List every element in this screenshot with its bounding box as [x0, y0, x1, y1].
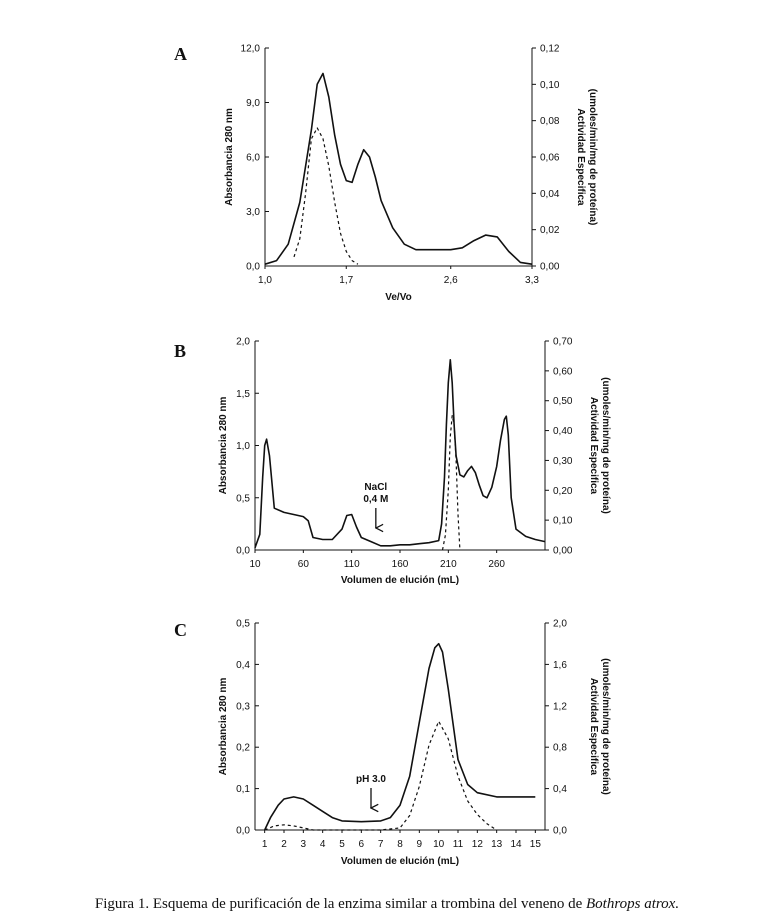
y2-tick-label: 0,06 [540, 153, 560, 164]
y2-axis-title-line: (umoles/min/mg de proteína) [600, 658, 611, 795]
y2-tick-label: 0,20 [553, 486, 573, 497]
y2-tick-label: 0,50 [553, 396, 573, 407]
y2-tick-label: 0,00 [540, 262, 560, 273]
x-tick-label: 3,3 [525, 275, 539, 286]
panel-letter-c: C [174, 620, 187, 640]
x-tick-label: 1,0 [258, 275, 272, 286]
y-tick-label: 6,0 [246, 153, 260, 164]
y-tick-label: 0,0 [236, 546, 250, 557]
x-tick-label: 11 [453, 839, 464, 850]
y-tick-label: 0,3 [236, 701, 250, 712]
absorbance-series-line [263, 642, 536, 831]
chart-panel-c: C0,00,10,20,30,40,50,00,40,81,21,62,01 2 3… [174, 619, 611, 868]
y2-tick-label: 0,02 [540, 225, 560, 236]
y-tick-label: 3,0 [246, 207, 260, 218]
y2-axis-title-line: Actividad Especifica [588, 678, 599, 776]
y2-tick-label: 0,70 [553, 337, 573, 348]
y-tick-label: 12,0 [241, 44, 261, 55]
x-tick-label: 14 [510, 839, 522, 850]
x-tick-label: 12 [472, 839, 484, 850]
absorbance-series-line [264, 72, 533, 265]
annotation-label: pH 3.0 [356, 774, 386, 785]
annotation-label: 0,4 M [363, 494, 388, 505]
chart-panel-b: B 0,0 0,5 1,0 1,5 2,0 0,00 0,10 0,20 0,30 0,40 0,50… [174, 337, 611, 587]
x-axis-title: Ve/Vo [385, 292, 412, 303]
y-tick-label: 0,1 [236, 784, 250, 795]
y2-tick-label: 0,10 [553, 516, 573, 527]
x-tick-label: 5 [339, 839, 345, 850]
y2-tick-label: 1,6 [553, 660, 567, 671]
y-tick-label: 0,5 [236, 619, 250, 630]
y2-tick-label: 0,10 [540, 80, 560, 91]
x-tick-label: 15 [530, 839, 542, 850]
y2-tick-label: 0,4 [553, 784, 567, 795]
y-tick-label: 0,2 [236, 743, 250, 754]
x-tick-label: 110 [344, 559, 360, 570]
y-tick-label: 9,0 [246, 98, 260, 109]
y2-tick-label: 0,12 [540, 44, 560, 55]
y2-tick-label: 0,00 [553, 546, 573, 557]
x-tick-label: 1 [262, 839, 268, 850]
annotation-label: NaCl [364, 482, 387, 493]
y-axis-title: Absorbancia 280 nm [224, 108, 235, 206]
y2-tick-label: 0,40 [553, 426, 573, 437]
x-tick-label: 10 [249, 559, 261, 570]
x-tick-label: 10 [433, 839, 445, 850]
y2-axis-title-line: (umoles/min/mg de proteína) [587, 89, 598, 226]
x-tick-label: 6 [359, 839, 365, 850]
activity-series-line [293, 127, 359, 265]
caption-species: Bothrops atrox. [586, 896, 680, 912]
y-tick-label: 0,4 [236, 660, 250, 671]
x-axis-title: Volumen de elución (mL) [341, 856, 459, 867]
y-axis-title: Absorbancia 280 nm [218, 677, 229, 775]
y2-tick-label: 0,0 [553, 826, 567, 837]
y-tick-label: 0,0 [236, 826, 250, 837]
y2-tick-label: 0,30 [553, 456, 573, 467]
x-tick-label: 9 [417, 839, 423, 850]
y-tick-label: 0,5 [236, 493, 250, 504]
x-tick-label: 260 [488, 559, 505, 570]
x-tick-label: 2,6 [444, 275, 458, 286]
y2-tick-label: 1,2 [553, 701, 567, 712]
x-tick-label: 3 [301, 839, 307, 850]
activity-series-line [264, 720, 498, 831]
x-tick-label: 60 [298, 559, 310, 570]
y2-tick-label: 0,8 [553, 743, 567, 754]
y2-tick-label: 0,08 [540, 116, 560, 127]
x-tick-label: 2 [281, 839, 287, 850]
y-tick-label: 1,5 [236, 389, 250, 400]
absorbance-series-line [254, 358, 546, 549]
y2-tick-label: 2,0 [553, 619, 567, 630]
y-tick-label: 0,0 [246, 262, 260, 273]
activity-series-line [441, 415, 461, 551]
y2-axis-title-line: (umoles/min/mg de proteína) [600, 377, 611, 514]
panel-letter-b: B [174, 341, 186, 361]
y2-axis-title-line: Actividad Especifica [575, 108, 586, 206]
x-tick-label: 1,7 [339, 275, 353, 286]
x-tick-label: 13 [491, 839, 503, 850]
x-axis-title: Volumen de elución (mL) [341, 575, 459, 586]
caption-text: Figura 1. Esquema de purificación de la … [94, 896, 587, 912]
x-tick-label: 7 [378, 839, 384, 850]
chart-panel-a: A 0,0 3,0 6,0 9,0 12,0 0,00 0,02 0,04 0,06 0,08 0,1… [174, 44, 598, 304]
x-tick-label: 8 [397, 839, 403, 850]
figure-canvas: A0,03,06,09,012,00,000,020,040,060,080,1… [174, 44, 611, 868]
y-tick-label: 2,0 [236, 337, 250, 348]
y2-axis-title-line: Actividad Especifica [588, 397, 599, 495]
x-tick-label: 210 [440, 559, 457, 570]
y-tick-label: 1,0 [236, 441, 250, 452]
y2-tick-label: 0,04 [540, 189, 560, 200]
figure-caption: Figura 1. Esquema de purificación de la … [0, 896, 774, 913]
y-axis-title: Absorbancia 280 nm [218, 396, 229, 494]
panel-letter-a: A [174, 44, 187, 64]
y2-tick-label: 0,60 [553, 366, 573, 377]
x-tick-label: 160 [392, 559, 409, 570]
x-tick-label: 4 [320, 839, 326, 850]
